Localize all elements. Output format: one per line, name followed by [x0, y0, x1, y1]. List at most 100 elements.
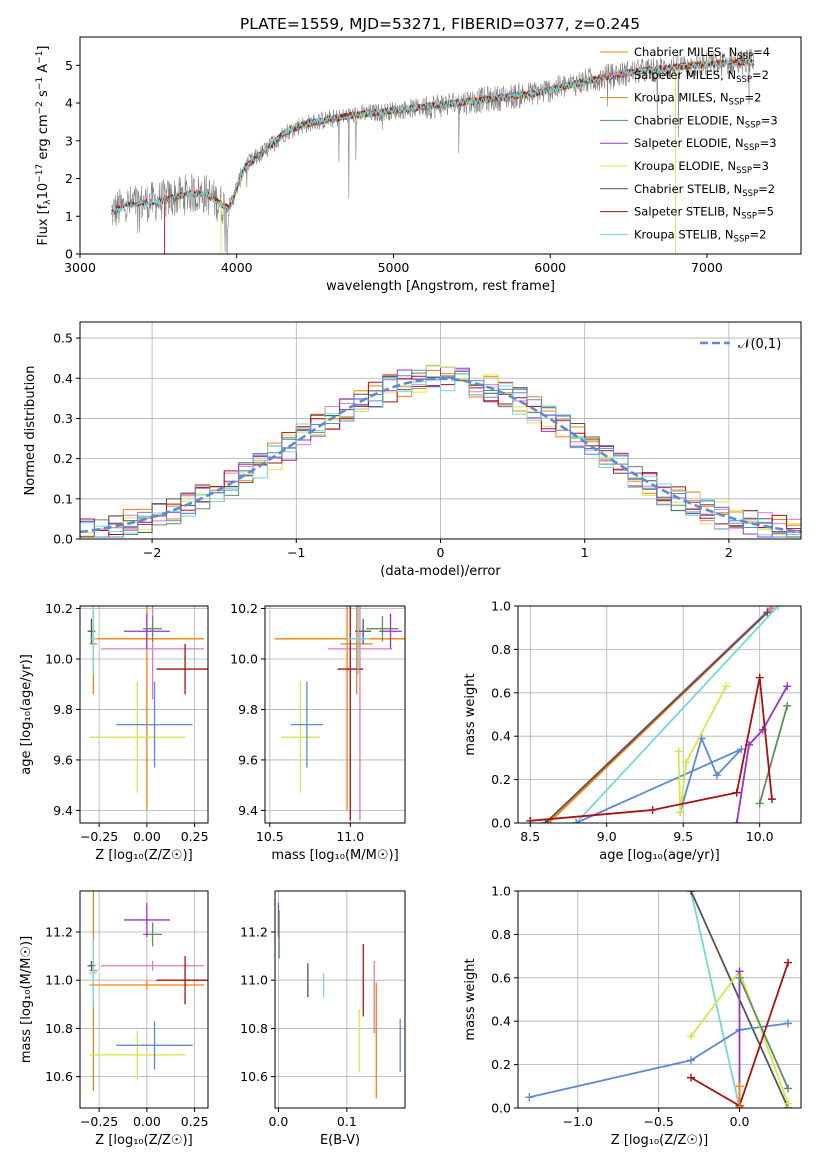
y-tick-label: 0.0 [491, 816, 511, 831]
y-tick-label: 11.2 [45, 924, 73, 939]
legend-entry: Kroupa STELIB, NSSP=2 [634, 227, 766, 244]
y-tick-label: 10.8 [240, 1021, 268, 1036]
legend-tail: =5 [757, 205, 774, 219]
legend-entry: Kroupa ELODIE, NSSP=3 [634, 159, 769, 176]
legend-tail: =2 [749, 227, 766, 241]
y-tick-label: 0.1 [53, 491, 73, 506]
mass-vs-ebv-panel: 0.0 0.1 10.6 10.8 11.0 11.2 E(B-V) [240, 890, 406, 1148]
x-tick-label: −0.5 [644, 1114, 674, 1129]
legend-entry: Chabrier MILES, NSSP=4 [634, 45, 770, 62]
y-tick-label: 10.2 [45, 601, 73, 616]
model-spectrum-salp-stelib [110, 58, 755, 215]
weight-marker [682, 758, 691, 767]
residuals-panel: −2 −1 0 1 2 0.0 0.1 0.2 0.3 0.4 0.5 (data-model)/er… [23, 321, 802, 579]
legend-tail: =2 [744, 91, 761, 105]
age-vs-metallicity-panel: −0.25 0.00 0.25 9.4 9.6 9.8 10.0 10.2 Z [log₁₀(Z… [19, 601, 209, 863]
legend-tail: =3 [761, 113, 778, 127]
legend-entry: Kroupa MILES, NSSP=2 [634, 91, 761, 108]
axes-frame [274, 890, 406, 1109]
axes-frame [79, 321, 802, 540]
weight-line-blue [575, 735, 742, 823]
legend-sub: SSP [744, 143, 760, 153]
weight-marker [687, 891, 696, 895]
axes-frame [79, 890, 209, 1109]
y-tick-label: 0.0 [491, 1101, 511, 1116]
weight-vs-age-panel: 8.5 9.0 9.5 10.0 0.0 0.2 0.4 0.6 0.8 1.0 age [log₁… [463, 599, 802, 863]
weight-marker [648, 805, 657, 814]
legend-text: Salpeter MILES, N [634, 68, 736, 82]
legend-sub: SSP [745, 120, 761, 130]
weight-marker [755, 673, 764, 682]
x-tick-label: 10.0 [746, 829, 774, 844]
legend-text: Salpeter STELIB, N [634, 205, 741, 219]
legend-sub: SSP [734, 234, 750, 244]
y-tick-label: 2 [65, 171, 73, 186]
x-tick-label: 4000 [221, 260, 253, 275]
y-tick-label: 0.5 [53, 331, 73, 346]
weight-marker [784, 1084, 793, 1093]
x-tick-label: 0.1 [337, 1114, 357, 1129]
y-axis-label: mass [log₁₀(M/M☉)] [19, 936, 34, 1063]
weight-marker [784, 1019, 793, 1028]
weight-marker [737, 745, 746, 754]
x-tick-label: −1 [287, 545, 305, 560]
x-axis-label: E(B-V) [320, 1133, 360, 1148]
weight-marker [676, 808, 685, 817]
y-tick-label: 5 [65, 58, 73, 73]
y-tick-label: 1.0 [491, 884, 511, 899]
weight-marker [766, 606, 775, 613]
x-axis-label: age [log₁₀(age/yr)] [599, 848, 720, 863]
y-tick-label: 3 [65, 133, 73, 148]
legend-sub: SSP [742, 189, 758, 199]
legend-tail: =2 [752, 68, 769, 82]
weight-marker [783, 682, 792, 691]
y-axis-label-part: −17 [35, 164, 45, 183]
y-axis-label-part: −1 [35, 51, 45, 64]
y-axis-label: age [log₁₀(age/yr)] [19, 654, 34, 775]
y-tick-label: 0.6 [491, 685, 511, 700]
y-axis-label-part: λ [43, 199, 53, 205]
y-axis-label-part: −1 [35, 77, 45, 90]
x-tick-label: 11.0 [336, 829, 364, 844]
weight-marker [735, 1104, 744, 1108]
y-axis-label-part: 10 [36, 183, 51, 200]
x-tick-label: 0 [437, 545, 445, 560]
weight-marker [784, 1099, 793, 1108]
x-tick-label: 10.5 [256, 829, 284, 844]
weight-marker [712, 771, 721, 780]
legend-entry: Salpeter MILES, NSSP=2 [634, 68, 769, 85]
weight-marker [732, 819, 741, 823]
weight-line-krou-elodie [677, 685, 727, 813]
x-tick-label: −1.0 [563, 1114, 593, 1129]
x-tick-label: 8.5 [520, 829, 540, 844]
y-tick-label: 0 [65, 247, 73, 262]
x-axis-label: Z [log₁₀(Z/Z☉)] [611, 1133, 708, 1148]
legend-tail: =3 [752, 159, 769, 173]
x-axis-label: Z [log₁₀(Z/Z☉)] [95, 848, 192, 863]
x-tick-label: 0.0 [268, 1114, 288, 1129]
normal-curve [79, 377, 802, 534]
legend-sub: SSP [736, 166, 752, 176]
x-axis-label: wavelength [Angstrom, rest frame] [326, 279, 555, 294]
weight-marker [784, 958, 793, 967]
x-tick-label: 3000 [64, 260, 96, 275]
legend-text: Kroupa ELODIE, N [634, 159, 736, 173]
legend-text: Chabrier MILES, N [634, 45, 737, 59]
y-tick-label: 9.8 [238, 702, 258, 717]
y-tick-label: 0.2 [491, 1057, 511, 1072]
x-axis-label: Z [log₁₀(Z/Z☉)] [95, 1133, 192, 1148]
legend-text: Chabrier STELIB, N [634, 182, 742, 196]
axes-frame [517, 605, 802, 824]
y-tick-label: 9.4 [238, 803, 258, 818]
x-tick-label: −0.25 [80, 1114, 118, 1129]
mass-vs-metallicity-panel: −0.25 0.00 0.25 10.6 10.8 11.0 11.2 Z [log₁₀(Z/… [19, 890, 209, 1148]
y-tick-label: 10.6 [240, 1069, 268, 1084]
x-tick-label: 0.00 [133, 1114, 161, 1129]
age-vs-mass-panel: 10.5 11.0 9.4 9.6 9.8 10.0 10.2 mass [log₁₀(M/M… [230, 601, 406, 863]
legend-text: Kroupa STELIB, N [634, 227, 734, 241]
y-tick-label: 0.3 [53, 411, 73, 426]
y-tick-label: 9.8 [53, 702, 73, 717]
weight-marker [735, 1082, 744, 1091]
axes-frame [517, 890, 802, 1109]
y-axis-label-part: −2 [35, 101, 45, 114]
